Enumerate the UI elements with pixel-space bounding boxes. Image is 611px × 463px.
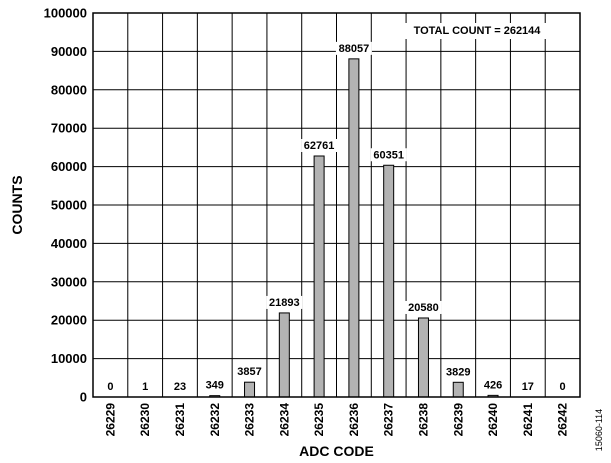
data-labels: 0 1 23 349 3857 21893 62761 88057 60351 20580 3829…	[105, 41, 568, 393]
y-tick-label: 30000	[51, 274, 87, 289]
x-tick-label: 26239	[451, 403, 465, 437]
data-label-26241: 17	[522, 381, 534, 393]
data-label-bg	[203, 378, 227, 392]
x-tick-label: 26233	[243, 403, 257, 437]
data-label-bg	[481, 378, 505, 392]
bars	[209, 58, 499, 398]
x-tick-label: 26237	[382, 403, 396, 437]
bar-26237	[383, 164, 395, 398]
bar-26233	[244, 381, 256, 398]
y-axis-title: COUNTS	[9, 175, 25, 234]
data-label-26239: 3829	[446, 366, 470, 378]
data-label-26238: 20580	[408, 302, 439, 314]
x-tick-label: 26238	[416, 403, 430, 437]
data-label-26240: 426	[484, 379, 502, 391]
total-count-annotation-box: TOTAL COUNT = 262144	[396, 23, 558, 39]
data-label-26236: 88057	[339, 43, 370, 55]
y-tick-label: 40000	[51, 236, 87, 251]
figure-id: 15060-114	[594, 409, 604, 451]
data-label-bg	[370, 148, 407, 162]
data-label-bg	[139, 379, 151, 393]
data-label-26237: 60351	[373, 149, 404, 161]
data-label-bg	[335, 41, 372, 55]
x-tick-label: 26242	[556, 403, 570, 437]
data-label-bg	[405, 300, 442, 314]
data-label-bg	[171, 379, 189, 393]
data-label-bg	[301, 138, 338, 152]
bar-26236	[348, 58, 360, 398]
data-label-bg	[443, 365, 474, 379]
y-tick-label: 100000	[44, 6, 87, 21]
x-tick-label: 26230	[138, 403, 152, 437]
grid-lines	[93, 13, 580, 397]
y-tick-label: 0	[80, 390, 87, 405]
data-label-26229: 0	[107, 381, 113, 393]
x-axis-title: ADC CODE	[299, 443, 374, 459]
x-tick-label: 26231	[173, 403, 187, 437]
x-tick-label: 26236	[347, 403, 361, 437]
bar-26235	[313, 155, 325, 398]
data-label-26233: 3857	[237, 366, 261, 378]
data-label-bg	[105, 380, 116, 393]
x-tick-label: 26234	[277, 403, 291, 437]
y-tick-label: 70000	[51, 121, 87, 136]
data-label-bg	[519, 379, 537, 393]
x-tick-label: 26241	[521, 403, 535, 437]
data-label-26242: 0	[560, 381, 566, 393]
data-label-26231: 23	[174, 381, 186, 393]
data-label-bg	[234, 365, 265, 379]
y-tick-label: 60000	[51, 159, 87, 174]
bar-26239	[452, 381, 464, 398]
x-tick-label: 26232	[208, 403, 222, 437]
total-count-annotation: TOTAL COUNT = 262144	[414, 25, 542, 37]
data-label-bg	[266, 295, 303, 309]
bar-26238	[417, 317, 429, 398]
data-label-26235: 62761	[304, 140, 335, 152]
data-label-26234: 21893	[269, 297, 300, 309]
data-label-bg	[557, 380, 568, 393]
x-tick-label: 26235	[312, 403, 326, 437]
bar-26234	[278, 312, 290, 398]
y-tick-label: 20000	[51, 313, 87, 328]
y-tick-label: 10000	[51, 351, 87, 366]
y-tick-label: 50000	[51, 198, 87, 213]
plot-frame	[92, 12, 581, 398]
data-label-26230: 1	[142, 381, 148, 393]
y-tick-label: 90000	[51, 44, 87, 59]
x-tick-labels: 26229 26230 26231 26232 26233 26234 26235 26236…	[103, 403, 569, 437]
x-tick-label: 26240	[486, 403, 500, 437]
data-label-26232: 349	[206, 380, 224, 392]
y-tick-label: 80000	[51, 82, 87, 97]
y-tick-labels: 0 10000 20000 30000 40000 50000 60000 70000 8000…	[44, 6, 87, 405]
x-tick-label: 26229	[103, 403, 117, 437]
